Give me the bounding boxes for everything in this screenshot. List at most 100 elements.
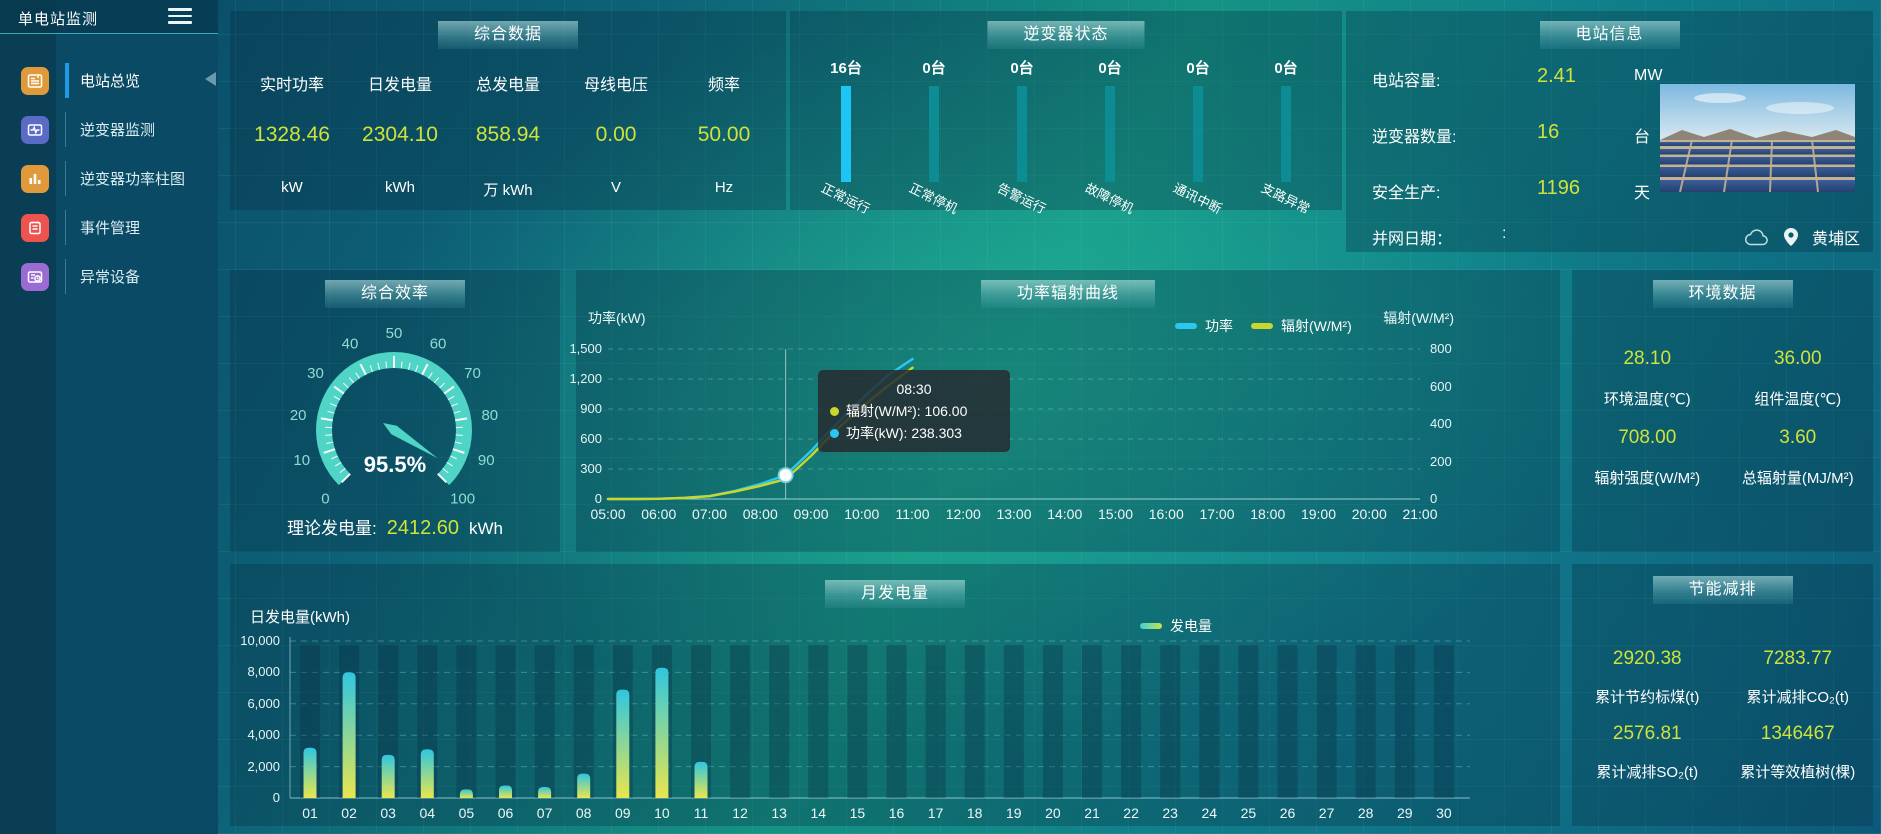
inverter-status-bar [1193, 86, 1203, 182]
x-axis-tick: 18 [966, 805, 983, 821]
info-unit: 台 [1634, 129, 1651, 146]
y-axis-tick: 900 [580, 401, 602, 416]
active-indicator [65, 63, 69, 98]
inverter-count: 0台 [1010, 60, 1034, 77]
theory-generation-row: 理论发电量: 2412.60 kWh [230, 514, 560, 540]
metric-unit: kWh [385, 179, 415, 196]
sidebar-item-label: 逆变器监测 [80, 122, 156, 139]
metric-value: 858.94 [475, 123, 541, 146]
sidebar-header: 单电站监测 [0, 0, 218, 34]
panel-title: 综合效率 [324, 280, 466, 308]
chart-tooltip: 08:30 辐射(W/M²): 106.00 功率(kW): 238.303 [818, 370, 1010, 452]
menu-divider [65, 210, 66, 245]
bar-chart-ylabel: 日发电量(kWh) [250, 609, 350, 626]
env-value: 708.00 [1618, 427, 1677, 448]
line-chart-legend[interactable]: 功率 辐射(W/M²) [1175, 316, 1352, 336]
location-pin-icon [1784, 228, 1798, 246]
x-axis-tick: 06:00 [641, 506, 677, 522]
inverter-status-label: 故障停机 [1082, 180, 1137, 217]
sidebar-collapse-arrow[interactable] [205, 72, 216, 86]
inverter-status-label: 通讯中断 [1170, 180, 1225, 217]
monthly-generation-panel: 月发电量 日发电量(kWh) 发电量 10,000 8,000 6,000 4,000… [230, 564, 1560, 826]
inverter-count: 0台 [1274, 60, 1298, 77]
y-axis-tick: 1,200 [569, 371, 602, 386]
x-axis-tick: 14 [810, 805, 827, 821]
right-axis-title: 辐射(W/M²) [1383, 310, 1454, 326]
power-bars-icon [21, 164, 49, 193]
env-value: 28.10 [1623, 348, 1672, 369]
info-label: 逆变器数量: [1372, 129, 1457, 146]
x-axis-tick: 03 [380, 805, 396, 821]
info-label: 电站容量: [1372, 73, 1441, 90]
inverter-status-label: 告警运行 [994, 180, 1049, 217]
x-axis-tick: 05 [458, 805, 475, 821]
savings-cell: 1346467 累计等效植树(棵) [1723, 723, 1874, 782]
inverter-status-bar [1281, 86, 1291, 182]
generation-legend-swatch [1140, 623, 1162, 629]
y-axis-right-tick: 200 [1430, 453, 1452, 469]
app-title: 单电站监测 [18, 11, 99, 28]
x-axis-tick: 26 [1279, 805, 1296, 821]
env-cell: 36.00 组件温度(℃) [1723, 348, 1874, 409]
env-label: 总辐射量(MJ/M²) [1741, 470, 1854, 487]
info-unit: MW [1634, 67, 1663, 84]
x-axis-tick: 06 [497, 805, 514, 821]
bar-chart-legend[interactable]: 发电量 [1140, 616, 1212, 636]
x-axis-tick: 09:00 [793, 506, 829, 522]
gauge-value: 95.5% [363, 452, 427, 477]
x-axis-tick: 16 [888, 805, 905, 821]
x-axis-tick: 17 [927, 805, 944, 821]
env-value: 36.00 [1773, 348, 1822, 369]
x-axis-tick: 11:00 [895, 506, 930, 522]
sidebar-item-station-overview[interactable]: 电站总览 [0, 56, 218, 105]
summary-panel: 综合数据 实时功率 日发电量 总发电量 母线电压 频率 1328.46 2304… [230, 11, 786, 210]
y-axis-tick: 1,500 [569, 341, 602, 356]
savings-label: 累计等效植树(棵) [1740, 764, 1856, 781]
x-axis-tick: 13 [771, 805, 787, 821]
station-info-row: 逆变器数量: 16 台 [1372, 121, 1650, 147]
sidebar-item-inverter-monitor[interactable]: 逆变器监测 [0, 105, 218, 154]
inverter-monitor-icon [21, 115, 49, 144]
inverter-count: 0台 [922, 60, 946, 77]
efficiency-gauge[interactable]: 0 10 20 30 40 50 60 70 80 90 100 [244, 310, 544, 524]
inverter-status-column: 0台 故障停机 [1066, 57, 1154, 217]
x-axis-tick: 19 [1006, 805, 1022, 821]
panel-title: 电站信息 [1539, 21, 1680, 49]
y-axis-tick: 2,000 [247, 758, 280, 774]
summary-values-row: 1328.46 2304.10 858.94 0.00 50.00 [238, 123, 778, 147]
sidebar-item-abnormal-devices[interactable]: 异常设备 [0, 252, 218, 301]
metric-label: 母线电压 [583, 77, 648, 94]
inverter-count: 0台 [1186, 60, 1210, 77]
station-location[interactable]: 黄埔区 [1744, 225, 1860, 249]
x-axis-tick: 30 [1436, 805, 1452, 821]
info-value: 16 [1537, 121, 1560, 143]
tooltip-row: 辐射(W/M²): 106.00 [830, 400, 998, 422]
panel-title: 逆变器状态 [987, 21, 1145, 49]
info-value: 1196 [1537, 177, 1581, 199]
power-dot-icon [830, 428, 839, 438]
x-axis-tick: 10 [654, 805, 670, 821]
panel-title: 节能减排 [1652, 576, 1793, 604]
inverter-status-bar [929, 86, 939, 182]
sidebar-menu: 电站总览 逆变器监测 逆变器功率柱图 事 [0, 34, 218, 301]
x-axis-tick: 10:00 [844, 506, 880, 522]
x-axis-tick: 09 [615, 805, 631, 821]
overview-icon [21, 66, 49, 95]
metric-unit: Hz [714, 179, 734, 196]
savings-value: 2920.38 [1612, 648, 1682, 669]
hamburger-menu-icon[interactable] [168, 8, 192, 25]
sidebar-item-inverter-power-bars[interactable]: 逆变器功率柱图 [0, 154, 218, 203]
summary-units-row: kW kWh 万 kWh V Hz [238, 179, 778, 200]
left-axis-title: 功率(kW) [588, 310, 646, 326]
x-axis-tick: 05:00 [590, 506, 626, 522]
savings-panel: 节能减排 2920.38 累计节约标煤(t) 7283.77 累计减排CO₂(t… [1572, 564, 1873, 826]
bar-chart-plot[interactable] [230, 564, 1560, 826]
sidebar-item-event-management[interactable]: 事件管理 [0, 203, 218, 252]
menu-divider [65, 161, 66, 196]
x-axis-tick: 22 [1123, 805, 1139, 821]
efficiency-panel: 综合效率 0 10 20 30 40 50 60 70 80 90 100 95.5% 理论发电量:… [230, 270, 560, 552]
svg-text:20: 20 [290, 407, 307, 424]
env-label: 组件温度(℃) [1754, 391, 1842, 408]
x-axis-tick: 15:00 [1097, 506, 1134, 522]
x-axis-tick: 17:00 [1199, 506, 1235, 522]
